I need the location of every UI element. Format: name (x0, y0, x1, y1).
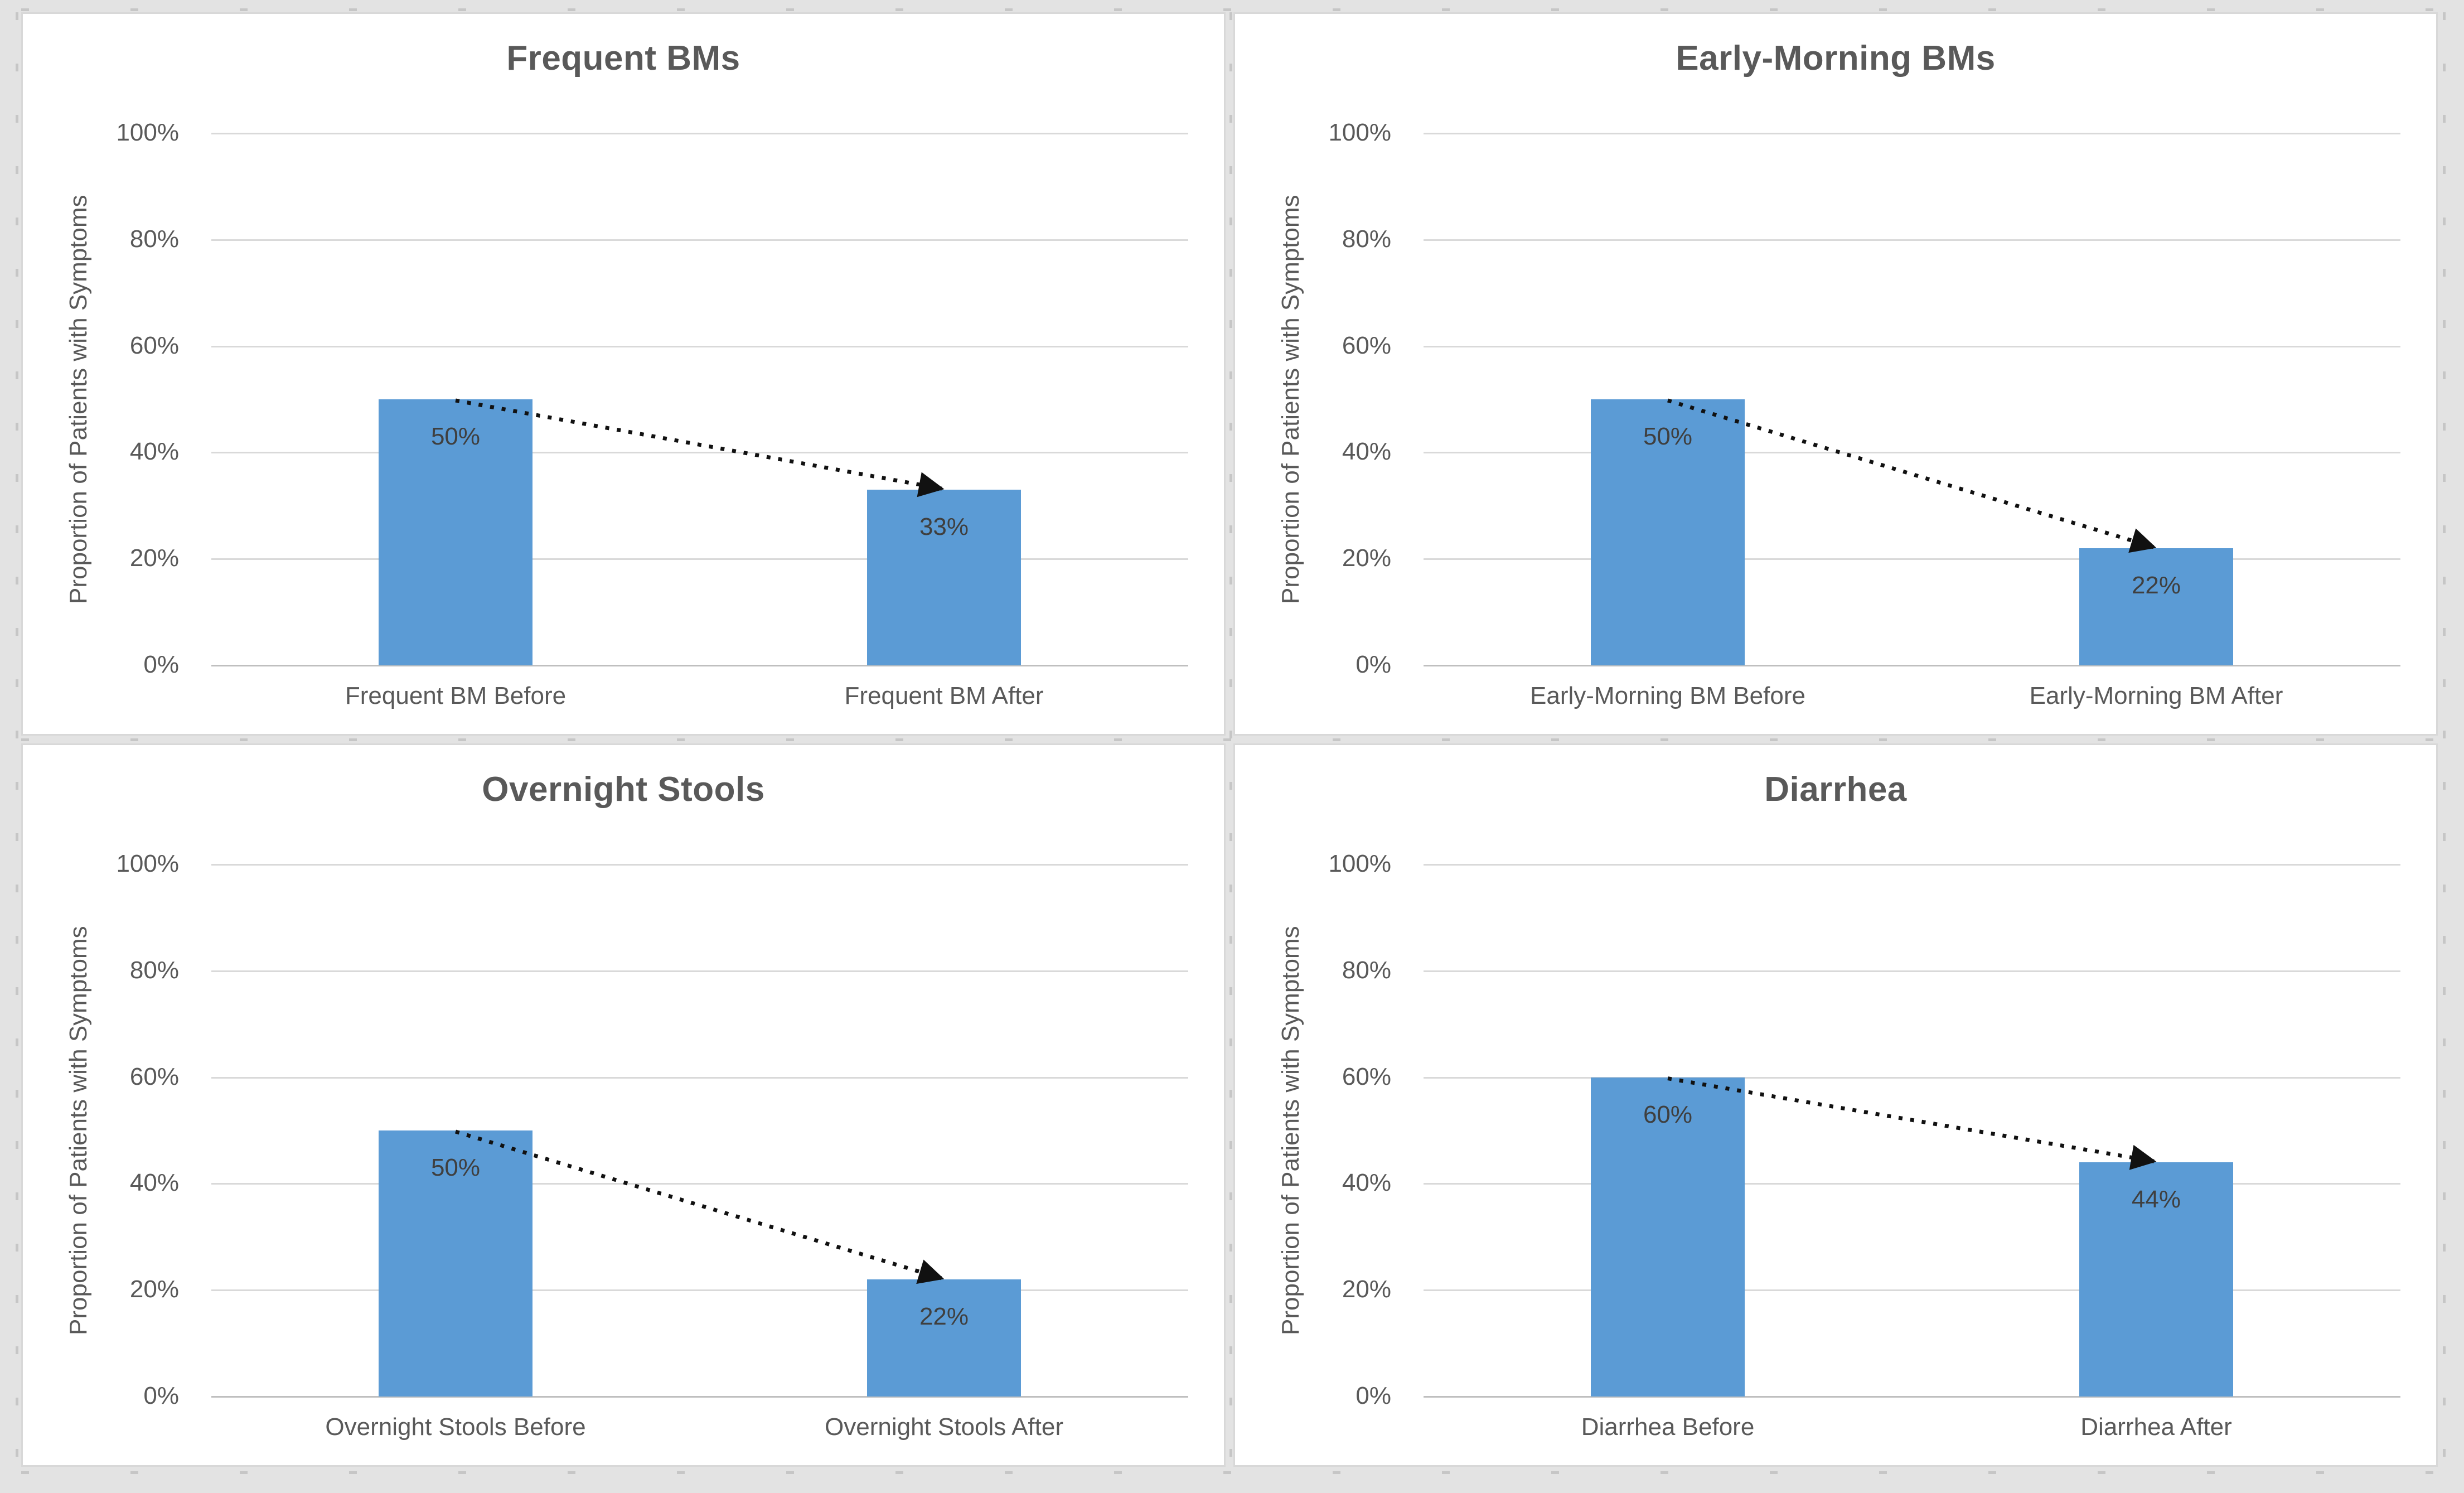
bar-data-label: 60% (1643, 1100, 1693, 1128)
spreadsheet-gridline-ticks-center (1229, 12, 1232, 1467)
y-tick-label: 60% (129, 331, 179, 359)
y-gridline (211, 345, 1188, 347)
x-category-label: Overnight Stools After (825, 1413, 1063, 1441)
x-category-label: Overnight Stools Before (325, 1413, 586, 1441)
bar-diarrhea-after (2079, 1162, 2233, 1397)
y-gridline (1424, 970, 2400, 972)
y-tick-label: 20% (1342, 1275, 1391, 1303)
x-category-label: Early-Morning BM After (2029, 682, 2283, 709)
x-axis-line (1424, 1396, 2400, 1398)
y-gridline (211, 239, 1188, 241)
chart-panel-frequent-bms[interactable]: Frequent BMs 100% 80% 60% 40% 20% 0% Proportion… (21, 12, 1226, 736)
x-category-label: Frequent BM Before (345, 682, 567, 709)
y-tick-label: 0% (1356, 651, 1391, 678)
y-tick-label: 40% (1342, 438, 1391, 466)
spreadsheet-gridline-ticks-bottom (21, 1471, 2438, 1474)
decline-trend-arrow (454, 1129, 945, 1284)
bar-overnight-stools-after (867, 1279, 1021, 1397)
y-tick-label: 0% (143, 651, 179, 678)
y-tick-label: 60% (1342, 331, 1391, 359)
bar-data-label: 22% (919, 1303, 969, 1331)
y-tick-label: 60% (1342, 1062, 1391, 1090)
y-tick-label: 40% (129, 1169, 179, 1197)
y-gridline (211, 1183, 1188, 1185)
spreadsheet-gridline-ticks-right (2443, 12, 2446, 1467)
y-gridline (1424, 452, 2400, 454)
x-axis-line (1424, 665, 2400, 666)
decline-trend-arrow (1667, 1076, 2157, 1170)
y-tick-label: 100% (116, 850, 179, 877)
y-axis-title: Proportion of Patients with Symptoms (65, 926, 92, 1335)
decline-trend-arrow (455, 398, 945, 497)
y-tick-label: 80% (1342, 956, 1391, 984)
bar-data-label: 50% (1643, 423, 1693, 450)
y-tick-label: 0% (143, 1382, 179, 1409)
y-tick-label: 40% (1342, 1169, 1391, 1197)
y-gridline (211, 864, 1188, 866)
y-gridline (211, 970, 1188, 972)
y-axis-title: Proportion of Patients with Symptoms (1277, 926, 1304, 1335)
spreadsheet-gridline-ticks-left (16, 12, 18, 1467)
spreadsheet-gridline-ticks-top (21, 8, 2438, 11)
chart-title: Frequent BMs (506, 39, 740, 78)
y-tick-label: 80% (1342, 225, 1391, 253)
x-category-label: Diarrhea After (2080, 1413, 2232, 1441)
y-gridline (211, 133, 1188, 134)
bar-data-label: 50% (430, 423, 481, 450)
y-tick-label: 60% (129, 1062, 179, 1090)
y-axis-title: Proportion of Patients with Symptoms (1277, 195, 1304, 604)
y-gridline (211, 452, 1188, 454)
chart-panel-overnight-stools[interactable]: Overnight Stools 100% 80% 60% 40% 20% 0% Propor… (21, 743, 1226, 1467)
x-category-label: Frequent BM After (844, 682, 1044, 709)
y-tick-label: 20% (129, 544, 179, 572)
bar-data-label: 22% (2131, 572, 2181, 600)
bar-data-label: 44% (2131, 1186, 2181, 1214)
x-axis-line (211, 1396, 1188, 1398)
y-gridline (1424, 1289, 2400, 1292)
x-axis-line (211, 665, 1188, 666)
decline-trend-arrow (1667, 398, 2157, 553)
y-tick-label: 80% (129, 956, 179, 984)
y-tick-label: 100% (1328, 850, 1391, 877)
chart-title: Diarrhea (1764, 770, 1907, 809)
chart-grid: Frequent BMs 100% 80% 60% 40% 20% 0% Proportion… (21, 12, 2438, 1467)
bar-frequent-bm-after (867, 490, 1021, 665)
y-gridline (1424, 345, 2400, 347)
y-tick-label: 20% (1342, 544, 1391, 572)
chart-title: Early-Morning BMs (1676, 39, 1996, 78)
y-gridline (1424, 864, 2400, 866)
y-tick-label: 100% (1328, 119, 1391, 146)
bar-data-label: 33% (919, 513, 969, 541)
y-tick-label: 80% (129, 225, 179, 253)
y-axis-title: Proportion of Patients with Symptoms (65, 195, 92, 604)
bar-data-label: 50% (430, 1154, 481, 1181)
x-category-label: Early-Morning BM Before (1530, 682, 1805, 709)
y-gridline (211, 1289, 1188, 1292)
y-tick-label: 0% (1356, 1382, 1391, 1409)
y-tick-label: 20% (129, 1275, 179, 1303)
x-category-label: Diarrhea Before (1581, 1413, 1755, 1441)
y-tick-label: 100% (116, 119, 179, 146)
y-gridline (1424, 1076, 2400, 1079)
y-gridline (1424, 1183, 2400, 1185)
y-gridline (211, 558, 1188, 561)
y-tick-label: 40% (129, 438, 179, 466)
y-gridline (1424, 558, 2400, 561)
y-gridline (1424, 239, 2400, 241)
chart-panel-diarrhea[interactable]: Diarrhea 100% 80% 60% 40% 20% 0% Proportion of … (1233, 743, 2438, 1467)
y-gridline (211, 1076, 1188, 1079)
bar-early-morning-bm-after (2079, 548, 2233, 665)
chart-panel-early-morning-bms[interactable]: Early-Morning BMs 100% 80% 60% 40% 20% 0% Propo… (1233, 12, 2438, 736)
chart-title: Overnight Stools (482, 770, 765, 809)
y-gridline (1424, 133, 2400, 134)
